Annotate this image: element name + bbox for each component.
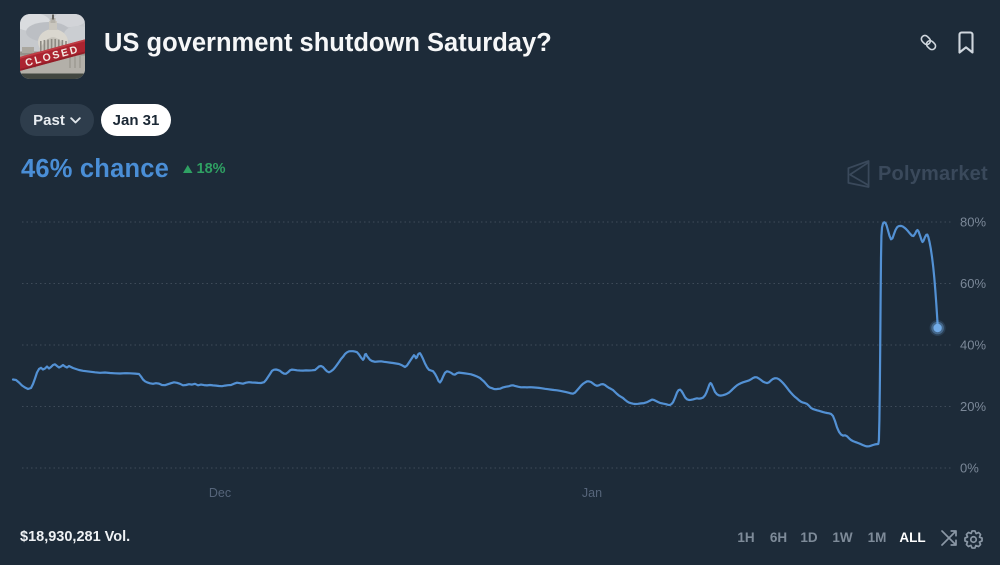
svg-text:40%: 40% [960, 338, 986, 353]
svg-text:Jan: Jan [582, 486, 602, 500]
svg-text:20%: 20% [960, 399, 986, 414]
svg-text:Dec: Dec [209, 486, 231, 500]
svg-text:0%: 0% [960, 461, 979, 476]
svg-text:80%: 80% [960, 215, 986, 230]
svg-text:60%: 60% [960, 276, 986, 291]
